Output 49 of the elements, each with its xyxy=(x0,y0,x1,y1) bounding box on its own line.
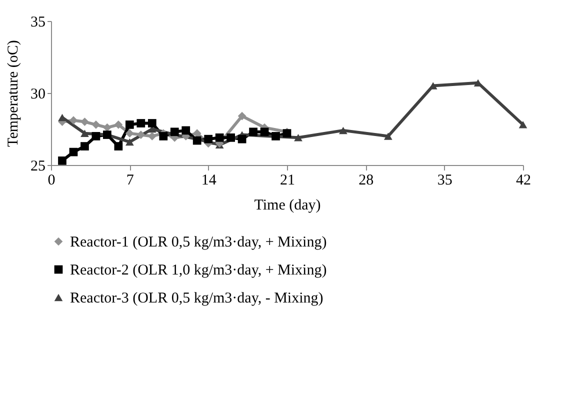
point xyxy=(80,130,89,137)
point xyxy=(125,120,134,129)
point xyxy=(125,138,134,146)
point xyxy=(159,132,168,140)
legend-label: Reactor-3 (OLR 0,5 kg/m3·day, - Mixing) xyxy=(70,290,324,306)
point xyxy=(114,120,123,129)
point xyxy=(260,128,269,136)
point xyxy=(58,156,66,165)
point xyxy=(215,133,224,142)
point xyxy=(103,123,112,132)
x-tick-label: 21 xyxy=(280,172,295,188)
point xyxy=(80,142,89,150)
x-tick-label: 14 xyxy=(201,172,217,188)
y-tick-label: 30 xyxy=(30,86,46,102)
point xyxy=(384,132,392,140)
point xyxy=(339,126,348,134)
x-tick-label: 35 xyxy=(437,172,452,188)
x-tick-label: 42 xyxy=(516,172,531,188)
point xyxy=(114,142,123,150)
point xyxy=(136,119,146,128)
point xyxy=(148,119,156,128)
point xyxy=(92,120,100,129)
x-tick-label: 7 xyxy=(126,172,134,188)
point xyxy=(238,112,246,120)
x-axis-title: Time (day) xyxy=(254,198,321,214)
y-axis-title: Temperature (oC) xyxy=(6,40,22,147)
point xyxy=(69,148,78,156)
point xyxy=(294,134,302,142)
x-tick-label: 0 xyxy=(48,172,56,188)
point xyxy=(272,132,280,140)
point xyxy=(249,128,258,136)
legend-label: Reactor-2 (OLR 1,0 kg/m3·day, + Mixing) xyxy=(70,262,327,278)
point xyxy=(148,132,156,140)
point xyxy=(170,128,179,136)
y-tick-label: 25 xyxy=(30,158,46,174)
point xyxy=(58,114,66,122)
point xyxy=(69,116,78,125)
point xyxy=(204,134,213,144)
point xyxy=(92,132,100,140)
x-tick-label: 28 xyxy=(358,172,374,188)
point xyxy=(125,129,134,138)
legend-label: Reactor-1 (OLR 0,5 kg/m3·day, + Mixing) xyxy=(70,234,327,250)
point xyxy=(518,121,528,128)
point xyxy=(80,118,89,126)
point xyxy=(238,134,246,144)
y-tick-label: 35 xyxy=(30,14,46,30)
point xyxy=(182,126,190,135)
point xyxy=(226,133,235,142)
point xyxy=(136,130,146,139)
